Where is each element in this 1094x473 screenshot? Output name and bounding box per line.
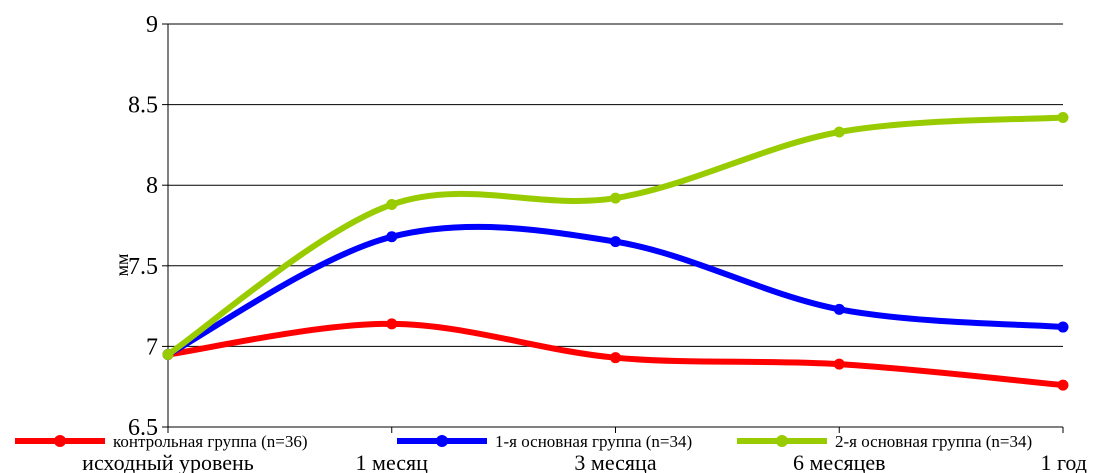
- x-tick-label: исходный уровень: [82, 450, 254, 473]
- series-2-point: [1057, 321, 1069, 333]
- y-tick-label: 7: [146, 334, 158, 360]
- x-tick-labels: исходный уровень 1 месяц 3 месяца 6 месяцев…: [82, 450, 1087, 473]
- series-2-point: [833, 303, 845, 315]
- series-3-point: [386, 199, 398, 211]
- series-1-point: [1057, 379, 1069, 391]
- series-1-point: [610, 352, 621, 364]
- legend-label: 1-я основная группа (n=34): [495, 432, 692, 451]
- legend-swatch-marker: [54, 435, 66, 447]
- series-1-point: [833, 358, 845, 370]
- series-1-point: [386, 318, 398, 330]
- y-tick-label: 7.5: [128, 254, 158, 280]
- series-3-point: [610, 192, 621, 204]
- legend-label: контрольная группа (n=36): [113, 432, 308, 451]
- y-tick-label: 9: [146, 12, 158, 38]
- x-tick-label: 1 месяц: [356, 450, 429, 473]
- y-tick-label: 8.5: [128, 93, 158, 119]
- x-tick-label: 3 месяца: [574, 450, 656, 473]
- series-lines: [162, 111, 1069, 391]
- series-2-point: [386, 231, 398, 243]
- legend-swatch-marker: [776, 435, 788, 447]
- y-tick-labels: 6.5 7 7.5 8 8.5 9: [128, 12, 158, 441]
- y-axis-label: мм: [112, 254, 132, 277]
- x-tick-label: 1 год: [1040, 450, 1087, 473]
- gridlines: [168, 23, 1063, 428]
- series-2-point: [610, 236, 621, 248]
- x-tick-label: 6 месяцев: [793, 450, 886, 473]
- series-3-point: [833, 126, 845, 138]
- legend-swatch-marker: [436, 435, 448, 447]
- legend: контрольная группа (n=36) 1-я основная гр…: [15, 432, 1032, 451]
- legend-label: 2-я основная группа (n=34): [835, 432, 1032, 451]
- y-tick-label: 6.5: [128, 415, 158, 441]
- series-3-point: [1057, 111, 1069, 123]
- y-tick-label: 8: [146, 173, 158, 199]
- series-3-point: [162, 348, 174, 360]
